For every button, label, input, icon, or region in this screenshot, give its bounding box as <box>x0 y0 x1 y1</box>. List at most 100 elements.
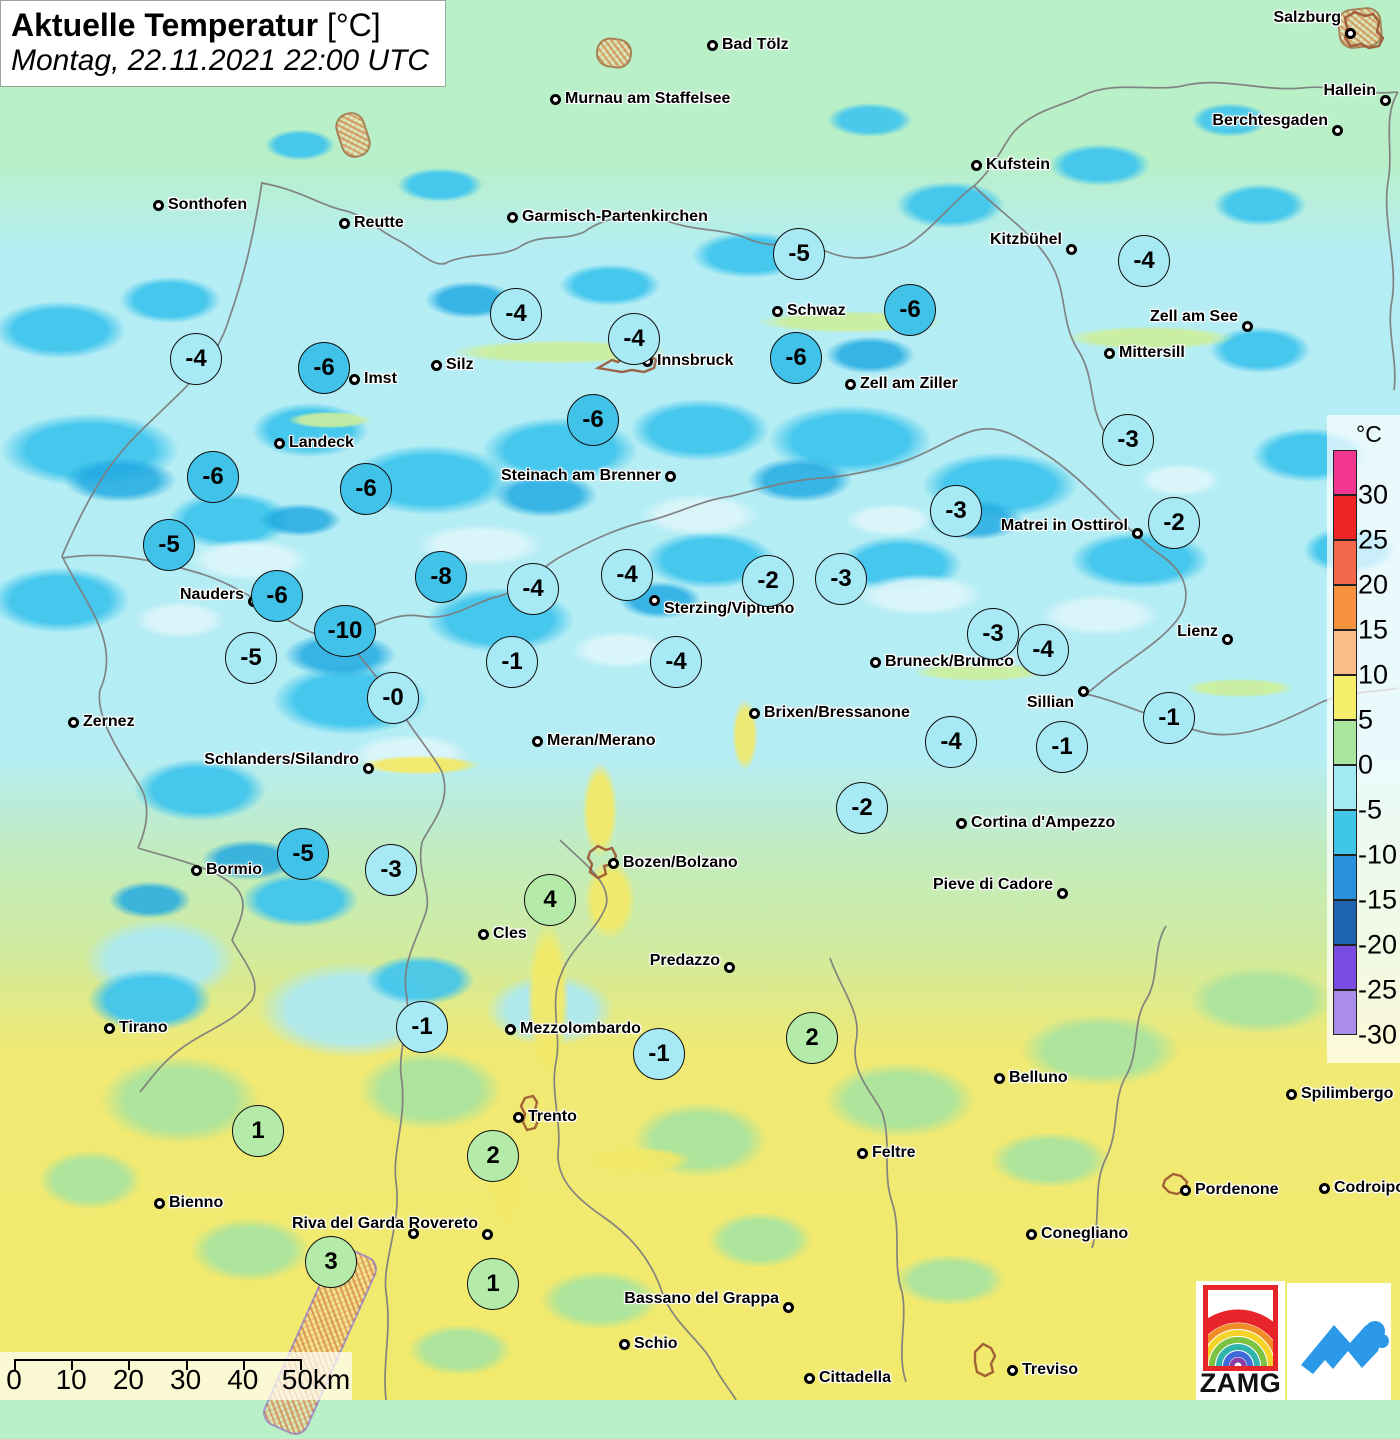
station-temperature: -0 <box>367 672 419 724</box>
city-salzburg: Salzburg <box>1273 9 1356 42</box>
city-marker-icon <box>749 707 760 719</box>
city-sonthofen: Sonthofen <box>153 196 247 214</box>
legend-tick-label: 20 <box>1358 569 1389 600</box>
city-marker-icon <box>1078 685 1089 697</box>
city-label: Tirano <box>119 1019 168 1036</box>
city-mezzolombardo: Mezzolombardo <box>505 1020 641 1038</box>
station-temperature: -4 <box>601 549 653 601</box>
city-label: Murnau am Staffelsee <box>565 90 731 107</box>
scale-label: 30 <box>170 1364 202 1395</box>
station-temperature: -5 <box>143 519 195 571</box>
scale-tick <box>14 1359 16 1370</box>
city-marker-icon <box>1222 633 1233 645</box>
city-label: Sillian <box>1026 694 1074 711</box>
scale-tick <box>128 1359 131 1370</box>
legend-color-box <box>1333 855 1357 900</box>
scale-tick <box>300 1359 302 1370</box>
legend-unit-label: °C <box>1356 421 1382 447</box>
city-label: Lienz <box>1177 623 1218 640</box>
station-temperature: -4 <box>1118 235 1170 287</box>
city-label: Sonthofen <box>168 196 248 213</box>
city-schlanders-silandro: Schlanders/Silandro <box>204 751 374 777</box>
station-temperature: -6 <box>770 332 822 384</box>
city-marker-icon <box>1380 94 1391 106</box>
city-marker-icon <box>478 928 489 940</box>
city-marker-icon <box>994 1072 1005 1084</box>
city-label: Matrei in Osttirol <box>1000 517 1128 534</box>
city-bormio: Bormio <box>191 861 262 879</box>
station-temperature: 2 <box>467 1130 519 1182</box>
city-pordenone: Pordenone <box>1180 1181 1279 1199</box>
city-marker-icon <box>1104 347 1115 359</box>
city-marker-icon <box>857 1147 868 1159</box>
station-temperature: 4 <box>524 874 576 926</box>
city-label: Imst <box>364 370 397 387</box>
city-marker-icon <box>339 217 350 229</box>
city-bozen-bolzano: Bozen/Bolzano <box>608 854 738 872</box>
city-label: Treviso <box>1022 1361 1079 1378</box>
city-marker-icon <box>550 93 561 105</box>
zamg-logo-text: ZAMG <box>1199 1368 1282 1398</box>
city-marker-icon <box>408 1227 419 1239</box>
scale-bar-line <box>14 1359 302 1361</box>
city-label: Kufstein <box>986 156 1050 173</box>
city-label: Hallein <box>1323 82 1376 99</box>
city-marker-icon <box>1180 1184 1191 1196</box>
city-label: Zernez <box>83 713 135 730</box>
city-label: Innsbruck <box>657 352 734 369</box>
city-marker-icon <box>665 470 676 482</box>
city-label: Garmisch-Partenkirchen <box>522 208 708 225</box>
station-temperature: -8 <box>415 551 467 603</box>
city-schio: Schio <box>619 1335 678 1353</box>
city-codroipo: Codroipo <box>1319 1179 1400 1197</box>
city-innsbruck: Innsbruck <box>642 352 733 370</box>
legend-tick-label: -5 <box>1358 794 1383 825</box>
city-label: Bad Tölz <box>722 36 789 53</box>
scale-label: 40 <box>227 1364 259 1395</box>
city-lienz: Lienz <box>1177 623 1233 648</box>
legend-tick-label: -25 <box>1358 974 1398 1005</box>
partner-logo <box>1287 1283 1391 1400</box>
scale-bar: 0 10 20 30 40 50km <box>0 1352 352 1400</box>
station-temperature: -3 <box>1102 414 1154 466</box>
city-marker-icon <box>1286 1088 1297 1100</box>
city-zell-am-ziller: Zell am Ziller <box>845 375 958 393</box>
legend-color-box <box>1333 450 1357 495</box>
city-marker-icon <box>507 211 518 223</box>
station-temperature: 2 <box>786 1012 838 1064</box>
city-label: Schwaz <box>787 302 846 319</box>
city-nauders: Nauders <box>180 586 259 610</box>
city-label: Cortina d'Ampezzo <box>971 814 1116 831</box>
station-temperature: -2 <box>1148 497 1200 549</box>
city-cortina-d-ampezzo: Cortina d'Ampezzo <box>956 814 1115 832</box>
city-label: Landeck <box>289 434 354 451</box>
city-marker-icon <box>1066 243 1077 255</box>
city-conegliano: Conegliano <box>1026 1225 1128 1243</box>
legend-color-box <box>1333 900 1357 945</box>
legend-color-box <box>1333 720 1357 765</box>
city-landeck: Landeck <box>274 434 354 452</box>
legend-tick-label: 5 <box>1358 704 1374 735</box>
city-label: Predazzo <box>649 952 720 969</box>
city-schwaz: Schwaz <box>772 302 846 320</box>
city-kitzb-hel: Kitzbühel <box>990 231 1077 258</box>
city-marker-icon <box>707 39 718 51</box>
legend-tick-label: 10 <box>1358 659 1389 690</box>
station-temperature: -5 <box>773 228 825 280</box>
city-berchtesgaden: Berchtesgaden <box>1212 112 1343 139</box>
city-sillian: Sillian <box>1027 682 1089 711</box>
city-label: Pieve di Cadore <box>932 876 1053 893</box>
legend-color-box <box>1333 630 1357 675</box>
city-zell-am-see: Zell am See <box>1150 308 1253 335</box>
city-belluno: Belluno <box>994 1069 1068 1087</box>
city-marker-icon <box>431 359 442 371</box>
station-temperature: -6 <box>251 570 303 622</box>
station-temperature: 1 <box>232 1105 284 1157</box>
city-label: Berchtesgaden <box>1212 112 1328 129</box>
city-label: Bozen/Bolzano <box>623 854 738 871</box>
city-label: Belluno <box>1009 1069 1068 1086</box>
legend-tick-label: 25 <box>1358 524 1389 555</box>
scale-label: 10 <box>55 1364 87 1395</box>
city-label: Zell am Ziller <box>860 375 958 392</box>
